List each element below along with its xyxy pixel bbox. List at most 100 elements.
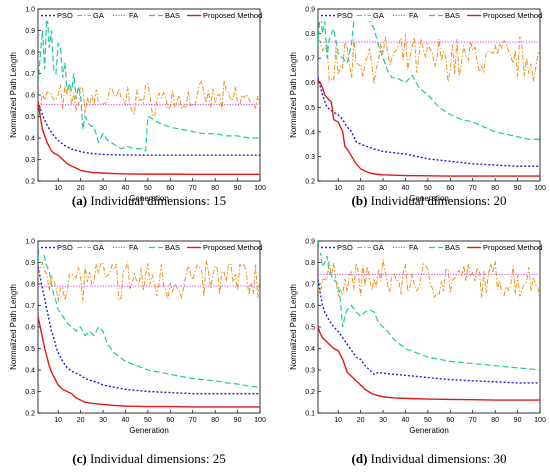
y-tick-label: 0.7 [25,303,35,310]
x-tick-label: 60 [446,417,454,424]
panel-caption-text: Individual dimensions: 30 [367,451,506,466]
legend-label: BAS [165,243,180,252]
x-tick-label: 60 [166,417,174,424]
x-tick-label: 30 [99,185,107,192]
y-tick-label: 0.3 [25,157,35,164]
x-tick-label: 60 [166,185,174,192]
x-tick-label: 80 [211,417,219,424]
y-tick-label: 0.8 [305,260,315,267]
series-line-pso [318,279,540,384]
x-tick-label: 50 [424,417,432,424]
plot-area [318,241,540,401]
x-tick-label: 70 [189,417,197,424]
y-tick-label: 0.7 [25,71,35,78]
panel-caption-text: Individual dimensions: 20 [367,193,506,208]
y-tick-label: 0.9 [305,239,315,246]
x-tick-label: 90 [514,417,522,424]
legend-label: BAS [445,11,460,20]
x-tick-label: 40 [122,417,130,424]
y-tick-label: 0.9 [305,7,315,14]
y-axis-label: Normalized Path Length [9,284,18,370]
series-line-pso [38,101,260,156]
legend: PSO GA FA BAS Proposed Method [319,242,542,253]
x-tick-label: 70 [189,185,197,192]
series-line-ga [318,34,540,84]
panel-caption: (d) Individual dimensions: 30 [352,451,507,466]
chart-panel-3: 0.2 0.3 0.4 0.5 0.6 0.7 0.8 0.9 1.0 10 20 30 40 50 60 7… [9,239,266,467]
legend-label: Proposed Method [203,243,262,252]
legend: PSO GA FA BAS Proposed Method [39,10,262,21]
legend-label: FA [129,243,138,252]
legend-label: GA [93,243,104,252]
y-tick-label: 0.9 [25,260,35,267]
x-axis-label: Generation [409,426,449,435]
y-axis-label: Normalized Path Length [9,52,18,138]
y-tick-label: 0.8 [305,31,315,38]
legend-label: BAS [445,243,460,252]
series-line-ga [38,79,260,118]
x-tick-label: 100 [534,185,546,192]
y-tick-label: 0.3 [25,389,35,396]
legend-label: Proposed Method [483,243,542,252]
plot-area [318,9,540,177]
plot-frame [317,8,541,182]
y-tick-label: 0.3 [305,368,315,375]
series-line-pso [318,77,540,167]
panel-caption: (c) Individual dimensions: 25 [72,451,225,466]
x-tick-label: 30 [99,417,107,424]
x-tick-label: 100 [534,417,546,424]
series-line-proposed-method [38,316,260,408]
plot-frame [37,240,261,414]
y-tick-label: 0.2 [305,179,315,186]
y-tick-label: 0.5 [305,105,315,112]
legend: PSO GA FA BAS Proposed Method [39,242,262,253]
y-tick-label: 0.1 [305,411,315,418]
x-tick-label: 40 [122,185,130,192]
y-tick-label: 1.0 [25,7,35,14]
x-tick-label: 80 [491,185,499,192]
x-tick-label: 100 [254,185,266,192]
y-tick-label: 0.8 [25,282,35,289]
y-tick-label: 0.9 [25,28,35,35]
series-line-bas [38,241,260,388]
plot-area [38,241,260,408]
y-tick-label: 0.2 [25,411,35,418]
plot-area [38,9,260,176]
series-line-ga [38,260,260,302]
legend-label: GA [373,11,384,20]
legend-label: Proposed Method [483,11,542,20]
panel-caption: (b) Individual dimensions: 20 [352,193,507,208]
legend: PSO GA FA BAS Proposed Method [319,10,542,21]
legend-label: BAS [165,11,180,20]
panel-caption: (a) Individual dimensions: 15 [72,193,226,208]
x-tick-label: 50 [144,185,152,192]
x-tick-label: 20 [357,417,365,424]
legend-label: PSO [337,11,353,20]
panel-caption-letter: (a) [72,193,87,208]
chart-panel-2: 0.2 0.3 0.4 0.5 0.6 0.7 0.8 0.9 10 20 30 40 50 60 70 80… [289,7,546,209]
y-tick-label: 0.4 [25,368,35,375]
series-line-proposed-method [38,101,260,176]
x-tick-label: 60 [446,185,454,192]
legend-label: FA [409,243,418,252]
y-tick-label: 0.2 [305,389,315,396]
panel-caption-text: Individual dimensions: 15 [87,193,226,208]
series-line-proposed-method [318,326,540,401]
y-tick-label: 0.6 [305,303,315,310]
x-axis-label: Generation [409,194,449,203]
x-axis-label: Generation [129,426,169,435]
legend-label: PSO [337,243,353,252]
y-tick-label: 0.5 [25,346,35,353]
series-line-proposed-method [318,79,540,177]
panel-caption-letter: (c) [72,451,86,466]
x-tick-label: 30 [379,417,387,424]
legend-label: PSO [57,243,73,252]
series-line-pso [38,266,260,395]
series-line-ga [318,259,540,299]
x-tick-label: 20 [77,185,85,192]
legend-label: GA [373,243,384,252]
x-tick-label: 10 [334,417,342,424]
x-tick-label: 20 [357,185,365,192]
panel-caption-letter: (b) [352,193,368,208]
